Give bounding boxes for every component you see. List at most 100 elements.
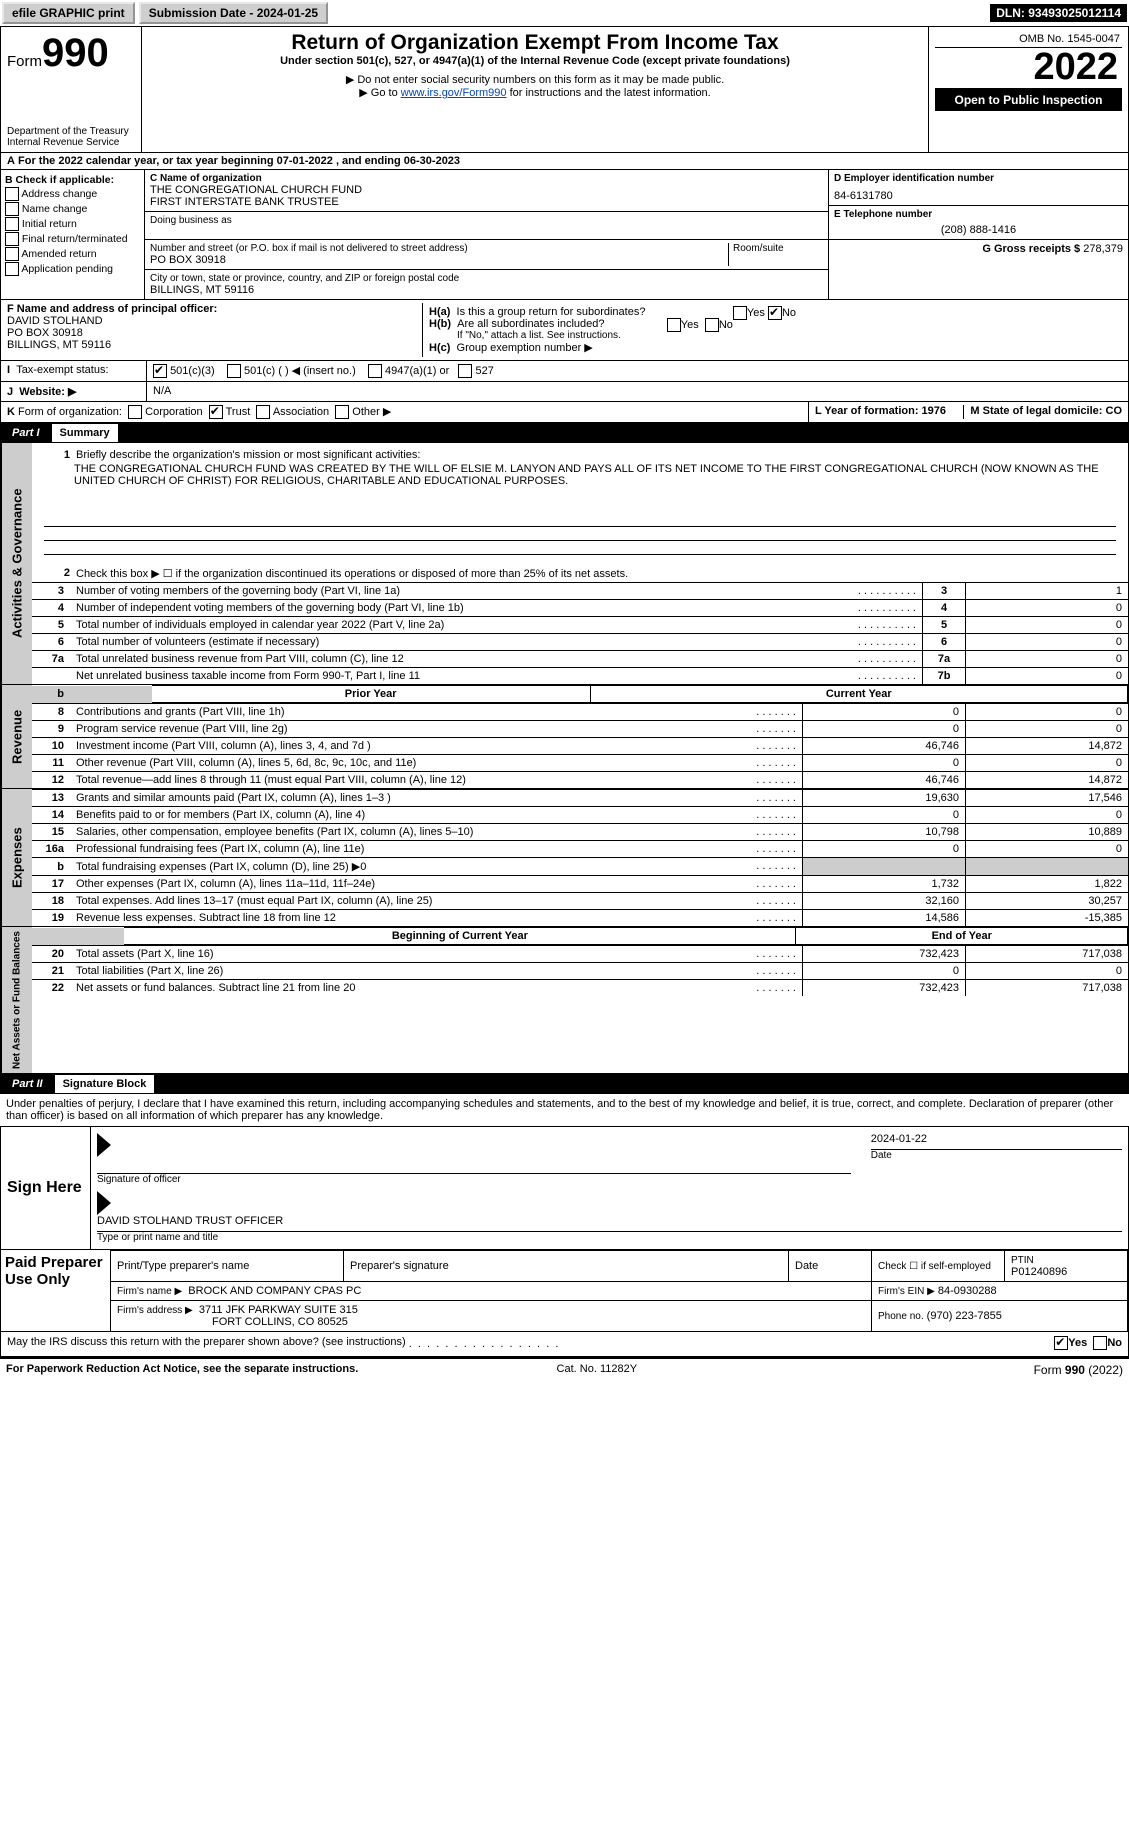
- org-name-2: FIRST INTERSTATE BANK TRUSTEE: [150, 196, 823, 208]
- table-row: 16aProfessional fundraising fees (Part I…: [32, 841, 1128, 858]
- gross-value: 278,379: [1083, 243, 1123, 255]
- tax-status-label: Tax-exempt status:: [16, 364, 108, 376]
- footer-cat: Cat. No. 11282Y: [557, 1363, 638, 1377]
- dba-label: Doing business as: [150, 215, 823, 226]
- table-row: 15Salaries, other compensation, employee…: [32, 824, 1128, 841]
- part-2-bar: Part II Signature Block: [0, 1074, 1129, 1094]
- table-row: 22Net assets or fund balances. Subtract …: [32, 980, 1128, 997]
- form-org-label: Form of organization:: [18, 406, 122, 418]
- q2-text: Check this box ▶ ☐ if the organization d…: [76, 565, 1122, 582]
- address-value: PO BOX 30918: [150, 254, 728, 266]
- table-row: 3Number of voting members of the governi…: [32, 583, 1128, 600]
- prep-self-hdr: Check ☐ if self-employed: [872, 1251, 1005, 1282]
- table-row: 20Total assets (Part X, line 16) . . . .…: [32, 946, 1128, 963]
- table-row: Net unrelated business taxable income fr…: [32, 668, 1128, 685]
- firm-addr1: 3711 JFK PARKWAY SUITE 315: [199, 1304, 358, 1316]
- name-hint: Type or print name and title: [97, 1232, 1122, 1243]
- irs-label: Internal Revenue Service: [7, 137, 135, 148]
- state-domicile: M State of legal domicile: CO: [963, 405, 1122, 419]
- prep-sig-hdr: Preparer's signature: [344, 1251, 789, 1282]
- table-row: 12Total revenue—add lines 8 through 11 (…: [32, 772, 1128, 789]
- preparer-label: Paid Preparer Use Only: [1, 1250, 111, 1331]
- irs-link[interactable]: www.irs.gov/Form990: [401, 87, 507, 99]
- revenue-table: 8Contributions and grants (Part VIII, li…: [32, 703, 1128, 788]
- chk-other[interactable]: [335, 405, 349, 419]
- table-row: 21Total liabilities (Part X, line 26) . …: [32, 963, 1128, 980]
- side-net: Net Assets or Fund Balances: [1, 927, 32, 1073]
- form-box: Form990 Department of the Treasury Inter…: [1, 27, 141, 152]
- side-expenses: Expenses: [1, 789, 32, 926]
- chk-527[interactable]: [458, 364, 472, 378]
- chk-name-change[interactable]: Name change: [5, 202, 140, 216]
- chk-trust[interactable]: [209, 405, 223, 419]
- year-formation: L Year of formation: 1976: [815, 405, 963, 419]
- chk-501c3[interactable]: [153, 364, 167, 378]
- chk-address-change[interactable]: Address change: [5, 187, 140, 201]
- sig-date: 2024-01-22: [871, 1133, 1122, 1150]
- subtitle: Under section 501(c), 527, or 4947(a)(1)…: [148, 55, 922, 67]
- section-h: H(a) Is this a group return for subordin…: [422, 303, 802, 357]
- website-label: Website: ▶: [19, 386, 76, 398]
- table-row: bTotal fundraising expenses (Part IX, co…: [32, 858, 1128, 876]
- address-label: Number and street (or P.O. box if mail i…: [150, 243, 728, 254]
- form-number: 990: [42, 31, 109, 75]
- chk-initial-return[interactable]: Initial return: [5, 217, 140, 231]
- hdr-prior: Prior Year: [152, 686, 590, 703]
- chk-corp[interactable]: [128, 405, 142, 419]
- discuss-no[interactable]: [1093, 1336, 1107, 1350]
- table-row: 11Other revenue (Part VIII, column (A), …: [32, 755, 1128, 772]
- hdr-curr: Current Year: [590, 686, 1127, 703]
- expenses-table: 13Grants and similar amounts paid (Part …: [32, 789, 1128, 926]
- ein-label: D Employer identification number: [834, 173, 1123, 184]
- phone-label: E Telephone number: [834, 209, 1123, 220]
- arrow-icon: [97, 1133, 111, 1157]
- hdr-begin: Beginning of Current Year: [124, 928, 796, 945]
- goto-pre: ▶ Go to: [359, 87, 400, 99]
- discuss-line: May the IRS discuss this return with the…: [0, 1332, 1129, 1357]
- submission-date-button[interactable]: Submission Date - 2024-01-25: [139, 2, 328, 24]
- ptin-value: P01240896: [1011, 1266, 1067, 1278]
- table-row: 7aTotal unrelated business revenue from …: [32, 651, 1128, 668]
- section-b: B Check if applicable: Address change Na…: [0, 170, 145, 300]
- year-box: OMB No. 1545-0047 2022 Open to Public In…: [928, 27, 1128, 152]
- sign-block: Sign Here Signature of officer 2024-01-2…: [0, 1126, 1129, 1250]
- sig-officer-label: Signature of officer: [97, 1174, 851, 1185]
- officer-addr2: BILLINGS, MT 59116: [7, 339, 111, 351]
- sig-date-label: Date: [871, 1150, 1122, 1161]
- tax-status-opts: 501(c)(3) 501(c) ( ) ◀ (insert no.) 4947…: [146, 361, 1128, 381]
- penalty-text: Under penalties of perjury, I declare th…: [0, 1094, 1129, 1126]
- preparer-block: Paid Preparer Use Only Print/Type prepar…: [0, 1250, 1129, 1332]
- side-revenue: Revenue: [1, 685, 32, 788]
- period-line: A For the 2022 calendar year, or tax yea…: [0, 153, 1129, 170]
- org-name-label: C Name of organization: [150, 173, 823, 184]
- tax-year: 2022: [935, 48, 1122, 89]
- table-row: 4Number of independent voting members of…: [32, 600, 1128, 617]
- officer-label: F Name and address of principal officer:: [7, 303, 217, 315]
- part-1-bar: Part I Summary: [0, 423, 1129, 443]
- chk-501c[interactable]: [227, 364, 241, 378]
- section-deg: D Employer identification number 84-6131…: [829, 170, 1129, 300]
- city-value: BILLINGS, MT 59116: [150, 284, 823, 296]
- table-row: 14Benefits paid to or for members (Part …: [32, 807, 1128, 824]
- chk-assoc[interactable]: [256, 405, 270, 419]
- firm-ein: 84-0930288: [938, 1285, 997, 1297]
- net-table: 20Total assets (Part X, line 16) . . . .…: [32, 945, 1128, 996]
- arrow-icon: [97, 1191, 111, 1215]
- hdr-end: End of Year: [796, 928, 1128, 945]
- chk-final-return[interactable]: Final return/terminated: [5, 232, 140, 246]
- sign-here-label: Sign Here: [1, 1127, 91, 1249]
- table-row: 6Total number of volunteers (estimate if…: [32, 634, 1128, 651]
- ptin-label: PTIN: [1011, 1255, 1034, 1266]
- goto-post: for instructions and the latest informat…: [507, 87, 711, 99]
- firm-addr2: FORT COLLINS, CO 80525: [117, 1316, 348, 1328]
- firm-name: BROCK AND COMPANY CPAS PC: [188, 1285, 361, 1297]
- table-row: 10Investment income (Part VIII, column (…: [32, 738, 1128, 755]
- dept-label: Department of the Treasury: [7, 126, 135, 137]
- discuss-yes[interactable]: [1054, 1336, 1068, 1350]
- chk-4947[interactable]: [368, 364, 382, 378]
- efile-button[interactable]: efile GRAPHIC print: [2, 2, 135, 24]
- officer-addr1: PO BOX 30918: [7, 327, 83, 339]
- chk-amended[interactable]: Amended return: [5, 247, 140, 261]
- chk-app-pending[interactable]: Application pending: [5, 262, 140, 276]
- table-row: 8Contributions and grants (Part VIII, li…: [32, 704, 1128, 721]
